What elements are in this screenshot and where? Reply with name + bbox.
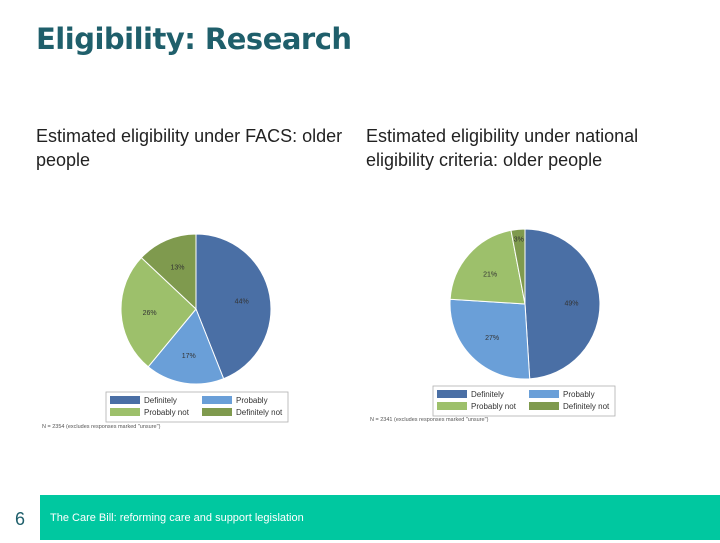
pie-slice-definitely xyxy=(524,228,601,380)
page-title: Eligibility: Research xyxy=(36,22,352,56)
legend-label: Probably xyxy=(236,396,268,405)
legend-label: Definitely xyxy=(144,396,177,405)
chart-title-national: Estimated eligibility under national eli… xyxy=(366,126,639,170)
footer-bar: 6 The Care Bill: reforming care and supp… xyxy=(0,495,720,540)
legend-swatch-probably-not xyxy=(437,402,467,410)
pie-slice-definitely-not xyxy=(510,228,526,305)
sample-size-note: N = 2341 (excludes responses marked "uns… xyxy=(370,417,489,423)
legend-swatch-probably xyxy=(529,390,559,398)
pie-chart-facs: 44% 17% 26% 13% Definitely Probably Probably n… xyxy=(42,233,289,430)
legend-label: Probably not xyxy=(471,402,517,411)
legend-label: Probably not xyxy=(144,408,190,417)
pie-slice-probably-not xyxy=(449,229,526,305)
pie-slice-definitely xyxy=(195,233,272,380)
legend-label: Definitely not xyxy=(563,402,610,411)
pie-slice-probably xyxy=(147,308,225,385)
legend-label: Definitely not xyxy=(236,408,283,417)
pie-value-label: 21% xyxy=(483,271,497,278)
pie-value-label: 26% xyxy=(143,310,157,317)
legend-swatch-probably xyxy=(202,396,232,404)
pie-value-label: 44% xyxy=(235,298,249,305)
pie-chart-national: 49% 27% 21% 3% Definitely Probably Probably no… xyxy=(370,228,616,423)
pie-value-label: 27% xyxy=(485,335,499,342)
legend-swatch-definitely xyxy=(110,396,140,404)
chart-title-facs: Estimated eligibility under FACS: older … xyxy=(36,126,343,170)
legend-swatch-definitely-not xyxy=(202,408,232,416)
slide-number: 6 xyxy=(0,495,40,540)
pie-value-label: 49% xyxy=(564,301,578,308)
legend-swatch-definitely xyxy=(437,390,467,398)
footer-text: The Care Bill: reforming care and suppor… xyxy=(50,512,304,524)
legend-swatch-definitely-not xyxy=(529,402,559,410)
legend-swatch-probably-not xyxy=(110,408,140,416)
pie-value-label: 13% xyxy=(171,264,185,271)
pie-slice-probably xyxy=(449,298,531,380)
pie-value-label: 3% xyxy=(514,236,524,243)
pie-slice-probably-not xyxy=(120,256,197,368)
legend-label: Definitely xyxy=(471,390,504,399)
pie-value-label: 17% xyxy=(182,353,196,360)
pie-slice-definitely-not xyxy=(140,233,197,311)
sample-size-note: N = 2354 (excludes responses marked "uns… xyxy=(42,424,161,430)
legend-label: Probably xyxy=(563,390,595,399)
